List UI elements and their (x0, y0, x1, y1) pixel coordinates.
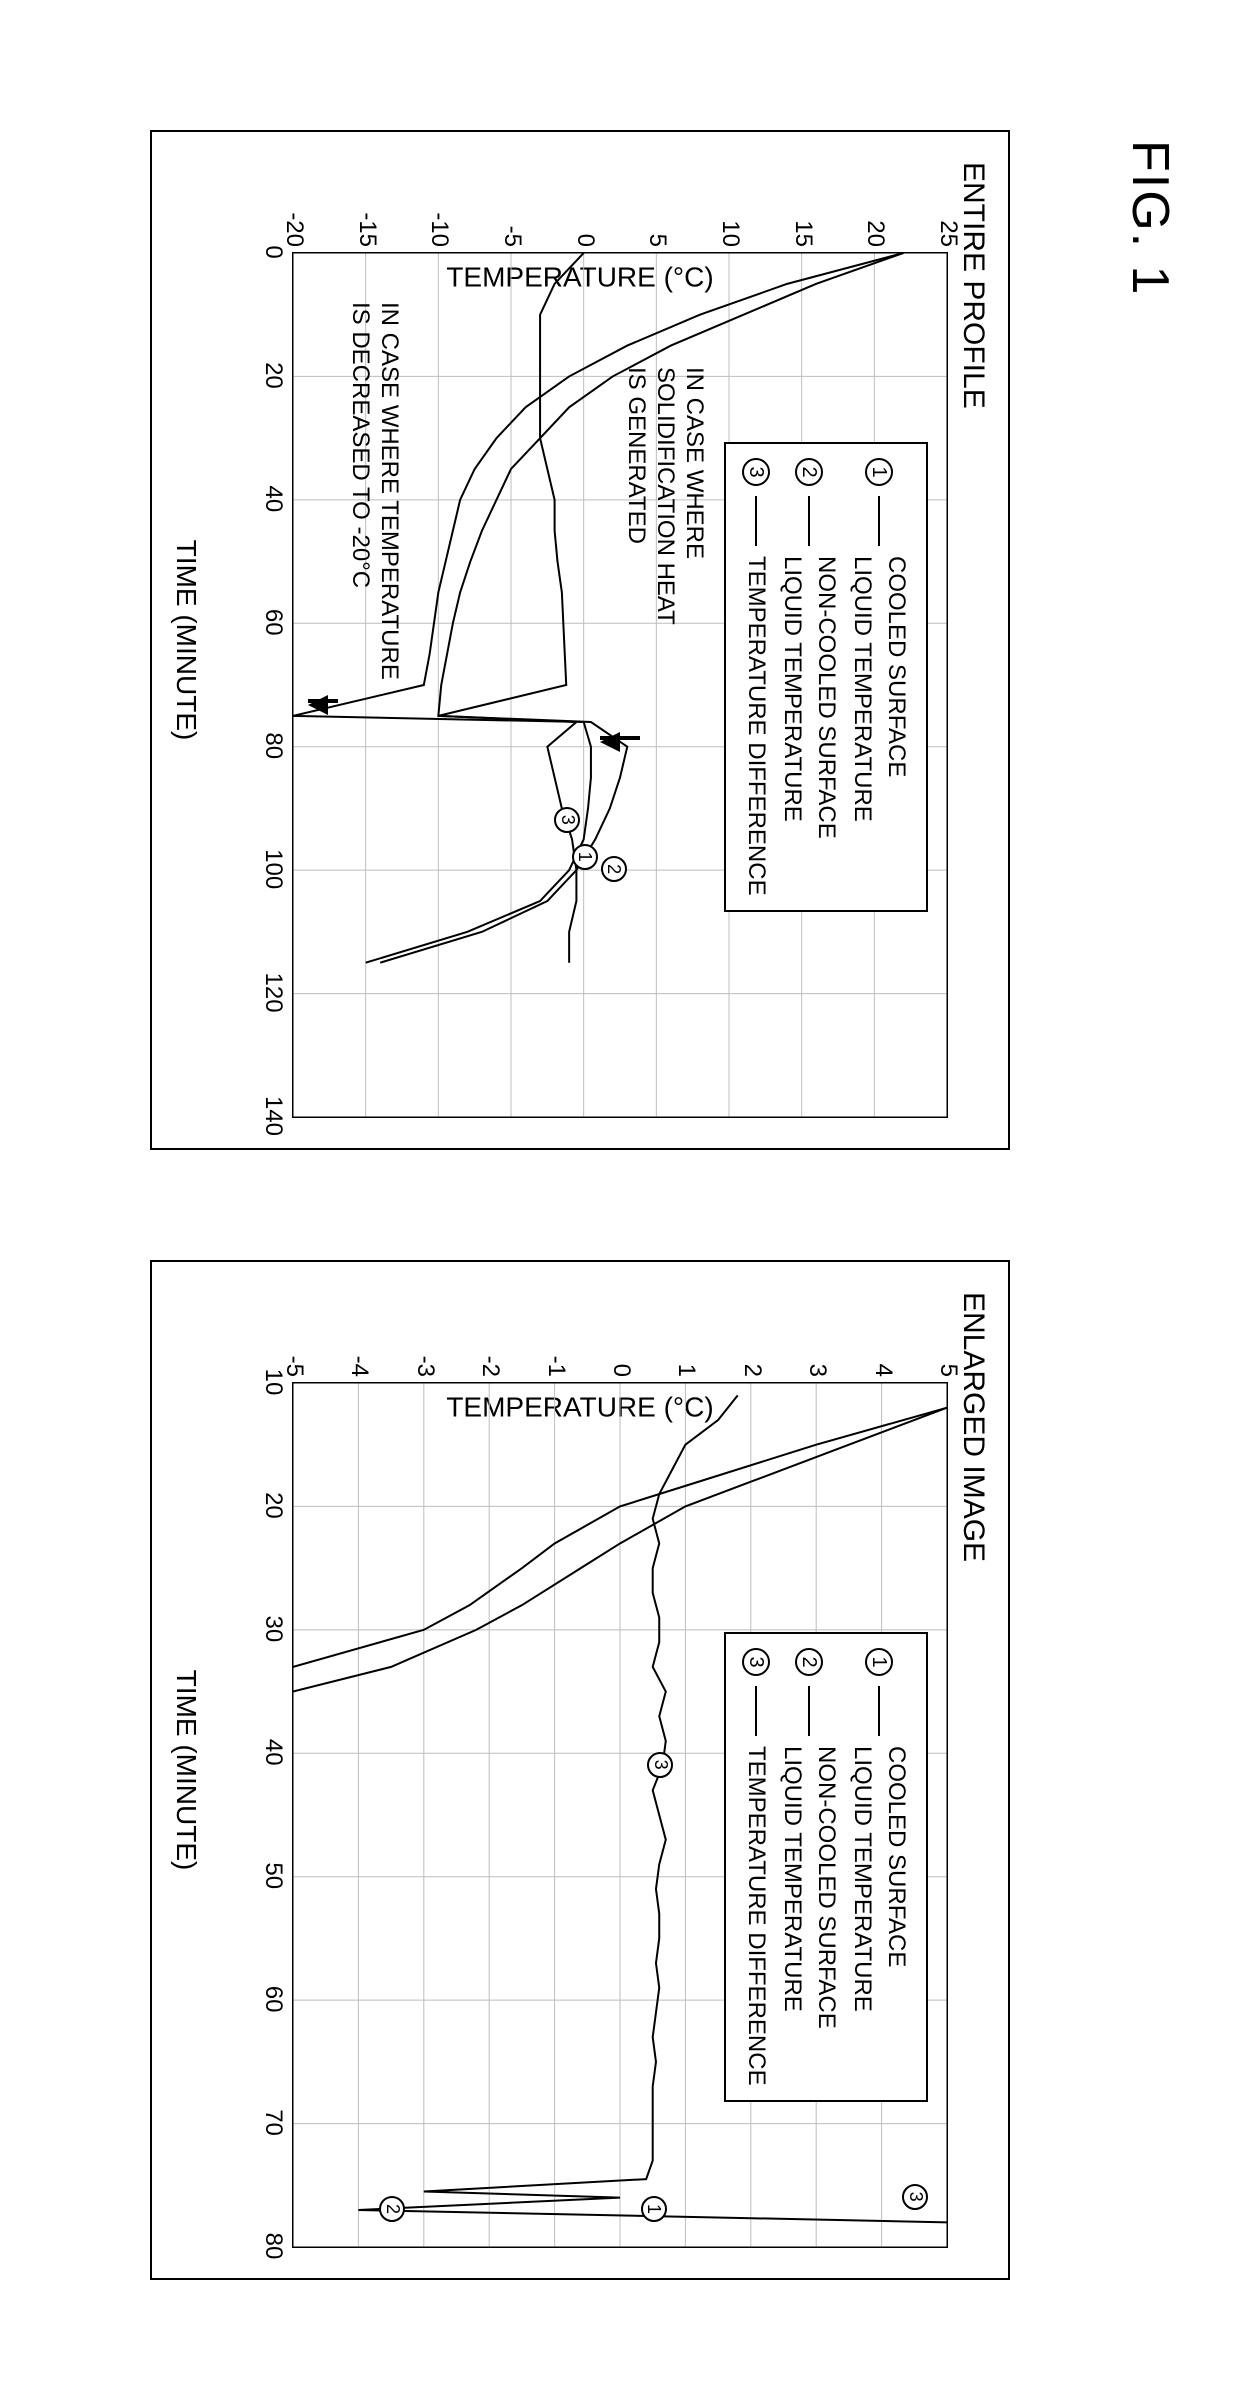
left-legend: 1 COOLED SURFACELIQUID TEMPERATURE 2 NON-CO… (724, 442, 928, 912)
ytick: 10 (716, 220, 744, 247)
ytick: 0 (607, 1364, 635, 1377)
ytick: 3 (803, 1364, 831, 1377)
series-marker-icon: 2 (379, 2196, 405, 2222)
xtick: 100 (259, 849, 287, 889)
series-marker-icon: 3 (554, 807, 580, 833)
ytick: -3 (411, 1356, 439, 1377)
legend-num-icon: 2 (795, 1648, 823, 1676)
xtick: 40 (259, 485, 287, 512)
xtick: 120 (259, 973, 287, 1013)
ytick: 5 (643, 234, 671, 247)
series-marker-icon: 3 (902, 2184, 928, 2210)
ytick: -10 (425, 212, 453, 247)
xtick: 60 (259, 1986, 287, 2013)
xtick: 140 (259, 1096, 287, 1136)
xtick: 40 (259, 1739, 287, 1766)
ytick: -4 (345, 1356, 373, 1377)
left-chart-panel: ENTIRE PROFILE TEMPERATURE (°C) TIME (MI… (150, 130, 1010, 1150)
ytick: 25 (934, 220, 962, 247)
legend-line-icon (755, 1686, 757, 1736)
series-marker-icon: 1 (641, 2196, 667, 2222)
ytick: 20 (861, 220, 889, 247)
legend-num-icon: 3 (742, 1648, 770, 1676)
series-marker-icon: 3 (647, 1752, 673, 1778)
legend-text: NON-COOLED SURFACELIQUID TEMPERATURE (776, 556, 843, 839)
legend-text: TEMPERATURE DIFFERENCE (739, 556, 773, 896)
ytick: -5 (498, 226, 526, 247)
ytick: 2 (738, 1364, 766, 1377)
legend-line-icon (808, 496, 810, 546)
ytick: -20 (280, 212, 308, 247)
ytick: 5 (934, 1364, 962, 1377)
right-chart-panel: ENLARGED IMAGE TEMPERATURE (°C) TIME (MI… (150, 1260, 1010, 2280)
legend-text: COOLED SURFACELIQUID TEMPERATURE (846, 556, 913, 822)
legend-line-icon (878, 496, 880, 546)
ytick: -15 (353, 212, 381, 247)
figure-label: FIG. 1 (1120, 140, 1180, 296)
legend-line-icon (808, 1686, 810, 1736)
xtick: 60 (259, 609, 287, 636)
legend-text: TEMPERATURE DIFFERENCE (739, 1746, 773, 2086)
xtick: 80 (259, 2233, 287, 2260)
legend-num-icon: 2 (795, 458, 823, 486)
legend-line-icon (755, 496, 757, 546)
annotation-solidification: IN CASE WHERESOLIDIFICATION HEATIS GENER… (622, 367, 708, 625)
ytick: 1 (672, 1364, 700, 1377)
legend-num-icon: 1 (865, 458, 893, 486)
page-root: FIG. 1 ENTIRE PROFILE TEMPERATURE (°C) T… (0, 0, 1240, 2388)
right-xlabel: TIME (MINUTE) (170, 1670, 202, 1871)
legend-num-icon: 3 (742, 458, 770, 486)
xtick: 20 (259, 362, 287, 389)
xtick: 30 (259, 1615, 287, 1642)
xtick: 70 (259, 2109, 287, 2136)
xtick: 50 (259, 1862, 287, 1889)
xtick: 10 (259, 1369, 287, 1396)
legend-text: NON-COOLED SURFACELIQUID TEMPERATURE (776, 1746, 843, 2029)
ytick: 15 (789, 220, 817, 247)
ytick: 0 (571, 234, 599, 247)
series-marker-icon: 2 (601, 856, 627, 882)
ytick: -2 (476, 1356, 504, 1377)
xtick: 20 (259, 1492, 287, 1519)
legend-text: COOLED SURFACELIQUID TEMPERATURE (846, 1746, 913, 2012)
xtick: 80 (259, 732, 287, 759)
left-chart-title: ENTIRE PROFILE (956, 162, 990, 409)
legend-num-icon: 1 (865, 1648, 893, 1676)
right-chart-title: ENLARGED IMAGE (956, 1292, 990, 1562)
xtick: 0 (259, 245, 287, 258)
ytick: 4 (869, 1364, 897, 1377)
series-marker-icon: 1 (572, 844, 598, 870)
right-legend: 1 COOLED SURFACELIQUID TEMPERATURE 2 NON-CO… (724, 1632, 928, 2102)
arrow-icon (595, 736, 640, 752)
arrow-icon (303, 699, 338, 715)
ytick: -1 (542, 1356, 570, 1377)
annotation-decreased: IN CASE WHERE TEMPERATUREIS DECREASED TO… (345, 302, 403, 680)
left-xlabel: TIME (MINUTE) (170, 540, 202, 741)
legend-line-icon (878, 1686, 880, 1736)
